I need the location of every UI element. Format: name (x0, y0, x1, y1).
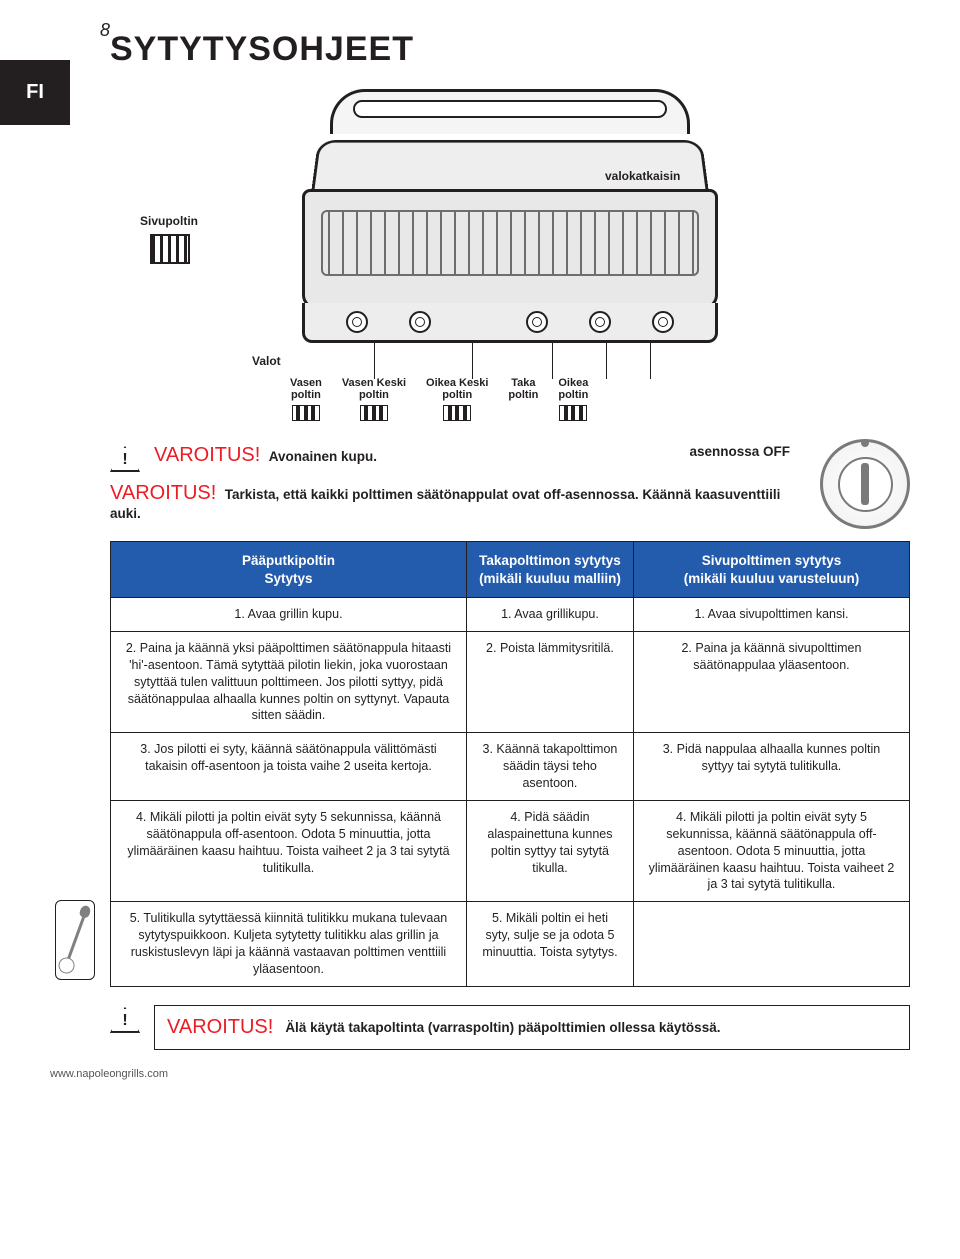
warning-body: Älä käytä takapoltinta (varraspoltin) pä… (285, 1020, 720, 1035)
burner-label-rear: Takapoltin (508, 377, 538, 421)
burner-labels-row: Vasenpoltin Vasen Keskipoltin Oikea Kesk… (290, 377, 760, 421)
warning-title: VAROITUS! (110, 482, 216, 504)
burner-label-right: Oikeapoltin (558, 377, 588, 421)
table-cell: 3. Pidä nappulaa alhaalla kunnes poltin … (633, 733, 909, 801)
table-cell: 4. Pidä säädin alaspainettuna kunnes pol… (466, 800, 633, 901)
warning-title: VAROITUS! (154, 444, 260, 466)
match-icon (55, 900, 95, 980)
table-header-side-burner: Sivupolttimen sytytys(mikäli kuuluu varu… (633, 542, 909, 598)
language-tab: FI (0, 60, 70, 125)
page-title: SYTYTYSOHJEET (110, 30, 910, 69)
table-cell: 1. Avaa grillin kupu. (111, 598, 467, 632)
table-cell: 3. Jos pilotti ei syty, käännä säätönapp… (111, 733, 467, 801)
table-cell: 3. Käännä takapolttimon säädin täysi teh… (466, 733, 633, 801)
table-cell: 4. Mikäli pilotti ja poltin eivät syty 5… (111, 800, 467, 901)
pointer-line (606, 343, 607, 379)
table-header-main-burner: PääputkipoltinSytytys (111, 542, 467, 598)
label-text: Oikea Keski (426, 377, 488, 389)
table-cell: 2. Paina ja käännä sivupolttimen säätöna… (633, 631, 909, 732)
warning-triangle-icon: ! (110, 1007, 140, 1033)
table-row: 4. Mikäli pilotti ja poltin eivät syty 5… (111, 800, 910, 901)
knob-icon (652, 311, 674, 333)
table-cell: 1. Avaa sivupolttimen kansi. (633, 598, 909, 632)
label-text: Vasen (290, 377, 322, 389)
label-text: poltin (291, 389, 321, 401)
knob-icon (589, 311, 611, 333)
warning-title: VAROITUS! (167, 1016, 273, 1039)
warning-block-2: VAROITUS! Tarkista, että kaikki polttime… (110, 482, 790, 523)
label-text: poltin (558, 389, 588, 401)
page-number: 8 (100, 20, 110, 41)
off-position-label: asennossa OFF (689, 444, 790, 459)
side-burner-label: Sivupoltin (140, 214, 198, 228)
pointer-line (552, 343, 553, 379)
label-text: poltin (442, 389, 472, 401)
knob-icon (409, 311, 431, 333)
table-header-rear-burner: Takapolttimon sytytys(mikäli kuuluu mall… (466, 542, 633, 598)
grill-handle-icon (330, 89, 690, 134)
burner-bars-icon (292, 405, 320, 421)
side-burner-grate-icon (150, 234, 190, 264)
label-text: poltin (508, 389, 538, 401)
table-row: 5. Tulitikulla sytyttäessä kiinnitä tuli… (111, 902, 910, 987)
lights-label: Valot (252, 354, 281, 368)
table-cell: 2. Paina ja käännä yksi pääpolttimen sää… (111, 631, 467, 732)
knob-icon (526, 311, 548, 333)
footer-url: www.napoleongrills.com (50, 1068, 910, 1080)
warning-triangle-icon: ! (110, 446, 140, 472)
table-row: 1. Avaa grillin kupu. 1. Avaa grillikupu… (111, 598, 910, 632)
table-cell: 2. Poista lämmitysritilä. (466, 631, 633, 732)
table-row: 3. Jos pilotti ei syty, käännä säätönapp… (111, 733, 910, 801)
light-switch-label: valokatkaisin (605, 169, 680, 183)
burner-label-right-center: Oikea Keskipoltin (426, 377, 488, 421)
label-text: Oikea (558, 377, 588, 389)
pointer-line (374, 343, 375, 379)
grill-diagram: Sivupoltin valokatkaisin Valot (110, 84, 910, 424)
table-cell: 4. Mikäli pilotti ja poltin eivät syty 5… (633, 800, 909, 901)
pointer-line (650, 343, 651, 379)
table-cell (633, 902, 909, 987)
control-panel-icon (302, 303, 718, 343)
burner-bars-icon (443, 405, 471, 421)
main-content: SYTYTYSOHJEET Sivupoltin val (110, 30, 910, 1080)
warning-block-3: ! VAROITUS! Älä käytä takapoltinta (varr… (110, 1005, 910, 1050)
label-text: Vasen Keski (342, 377, 406, 389)
table-cell: 5. Mikäli poltin ei heti syty, sulje se … (466, 902, 633, 987)
knob-icon (346, 311, 368, 333)
table-cell: 1. Avaa grillikupu. (466, 598, 633, 632)
table-row: 2. Paina ja käännä yksi pääpolttimen sää… (111, 631, 910, 732)
table-cell: 5. Tulitikulla sytyttäessä kiinnitä tuli… (111, 902, 467, 987)
control-knob-icon (820, 439, 910, 529)
burner-label-left-center: Vasen Keskipoltin (342, 377, 406, 421)
burner-bars-icon (559, 405, 587, 421)
warning-body: Avonainen kupu. (269, 449, 377, 464)
burner-label-left: Vasenpoltin (290, 377, 322, 421)
label-text: poltin (359, 389, 389, 401)
label-text: Taka (511, 377, 535, 389)
warning-block-1: ! VAROITUS! Avonainen kupu. asennossa OF… (110, 444, 910, 523)
pointer-line (472, 343, 473, 379)
grill-grate-icon (302, 189, 718, 309)
instruction-table: PääputkipoltinSytytys Takapolttimon syty… (110, 541, 910, 987)
burner-bars-icon (360, 405, 388, 421)
grill-body (290, 89, 730, 364)
